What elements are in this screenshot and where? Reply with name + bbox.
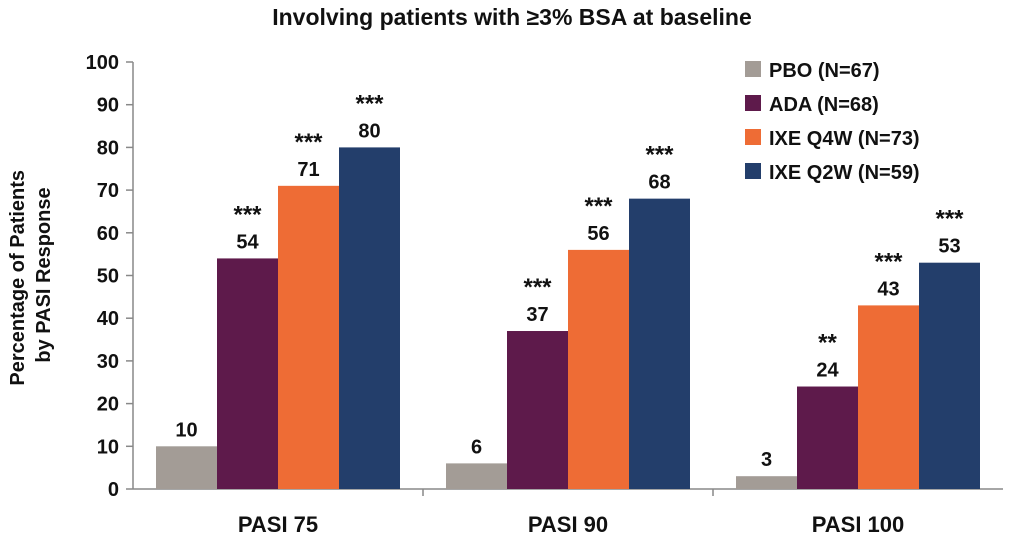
bar-value-label: 68 bbox=[648, 172, 670, 194]
significance-marker: ** bbox=[818, 330, 837, 357]
bar-value-label: 54 bbox=[236, 231, 259, 253]
x-category-label: PASI 90 bbox=[528, 512, 608, 537]
x-axis-labels: PASI 75 PASI 90 PASI 100 bbox=[238, 512, 904, 537]
bar bbox=[797, 386, 858, 489]
bar-value-label: 10 bbox=[175, 419, 197, 441]
bar bbox=[568, 249, 629, 489]
y-tick-label: 80 bbox=[97, 137, 119, 159]
significance-marker: *** bbox=[294, 129, 323, 156]
bar-value-label: 3 bbox=[761, 449, 772, 471]
bars: 10 54 *** 71 *** 80 *** 6 37 *** 56 *** 68 *** 3 24 ** 43… bbox=[156, 90, 980, 489]
significance-marker: *** bbox=[233, 201, 262, 228]
bar bbox=[736, 476, 797, 489]
legend-swatch bbox=[745, 129, 761, 145]
legend: PBO (N=67) ADA (N=68) IXE Q4W (N=73) IXE Q2… bbox=[745, 60, 920, 184]
bar bbox=[919, 262, 980, 489]
bar-value-label: 80 bbox=[358, 120, 380, 142]
legend-swatch bbox=[745, 95, 761, 111]
legend-label: ADA (N=68) bbox=[769, 94, 879, 116]
y-tick-label: 100 bbox=[86, 52, 119, 74]
legend-swatch bbox=[745, 163, 761, 179]
chart-title: Involving patients with ≥3% BSA at basel… bbox=[272, 4, 752, 30]
legend-label: IXE Q2W (N=59) bbox=[769, 162, 920, 184]
significance-marker: *** bbox=[645, 142, 674, 169]
significance-marker: *** bbox=[874, 248, 903, 275]
y-axis-label-line-1: Percentage of Patients bbox=[7, 170, 29, 386]
significance-marker: *** bbox=[523, 274, 552, 301]
bar-value-label: 71 bbox=[297, 159, 319, 181]
x-category-label: PASI 100 bbox=[812, 512, 905, 537]
x-category-label: PASI 75 bbox=[238, 512, 318, 537]
y-tick-label: 0 bbox=[108, 479, 119, 501]
y-tick-label: 70 bbox=[97, 180, 119, 202]
y-axis-ticks: 0 10 20 30 40 50 60 70 80 90 100 bbox=[86, 52, 133, 501]
bar bbox=[339, 147, 400, 489]
y-tick-label: 30 bbox=[97, 351, 119, 373]
bar bbox=[278, 185, 339, 489]
significance-marker: *** bbox=[355, 90, 384, 117]
bar-value-label: 43 bbox=[877, 278, 899, 300]
y-axis-label-line-2: by PASI Response bbox=[33, 187, 55, 362]
legend-label: IXE Q4W (N=73) bbox=[769, 128, 920, 150]
y-tick-label: 40 bbox=[97, 308, 119, 330]
bar bbox=[217, 258, 278, 489]
y-tick-label: 60 bbox=[97, 223, 119, 245]
bar-value-label: 24 bbox=[816, 360, 839, 382]
y-axis-label: Percentage of Patients by PASI Response bbox=[7, 164, 55, 385]
significance-marker: *** bbox=[584, 193, 613, 220]
bar bbox=[858, 305, 919, 489]
bar bbox=[446, 463, 507, 489]
bar-value-label: 56 bbox=[587, 223, 609, 245]
legend-swatch bbox=[745, 61, 761, 77]
y-tick-label: 90 bbox=[97, 95, 119, 117]
bar bbox=[629, 198, 690, 489]
bar-value-label: 6 bbox=[471, 436, 482, 458]
significance-marker: *** bbox=[935, 206, 964, 233]
y-tick-label: 20 bbox=[97, 394, 119, 416]
y-tick-label: 10 bbox=[97, 436, 119, 458]
legend-label: PBO (N=67) bbox=[769, 60, 880, 82]
bar-value-label: 53 bbox=[938, 236, 960, 258]
y-tick-label: 50 bbox=[97, 266, 119, 288]
bar bbox=[507, 331, 568, 489]
bar-value-label: 37 bbox=[526, 304, 548, 326]
bar bbox=[156, 446, 217, 489]
